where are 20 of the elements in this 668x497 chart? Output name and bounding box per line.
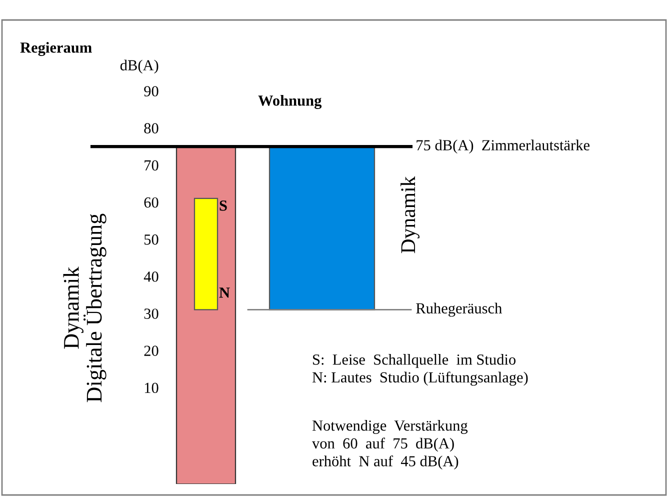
ref-line-label: 75 dB(A) Zimmerlautstärke [416,140,590,154]
y-tick-label: 90 [144,86,158,96]
y-tick-label: 30 [144,308,158,319]
y-tick-label: 40 [144,271,158,282]
annotation: N [219,288,230,298]
annotation: S [220,200,227,211]
annotation: Wohnung [258,95,322,109]
y-tick-label: 20 [144,346,158,356]
y-tick-label: 50 [144,234,158,245]
annotation: Dynamik [400,176,420,254]
y-tick-label: 80 [144,123,158,134]
y-tick-label: 60 [144,197,158,208]
text: Regieraum [20,42,92,56]
y-tick-label: 10 [144,382,158,394]
annotation: Notwendige Verstärkung von 60 auf 75 dB(A) erhöht N auf 45 dB(A) [312,420,468,470]
annotation: S: Leise Schallquelle im Studio N: Lautes Studio (Lüftungsanlage) [312,354,528,386]
ref-line-label: Ruhegeräusch [416,302,502,317]
y-tick-label: dB(A) [120,60,158,74]
y-tick-label: 70 [144,160,158,171]
y-axis-title: Dynamik Digitale Übertragung [63,214,106,402]
